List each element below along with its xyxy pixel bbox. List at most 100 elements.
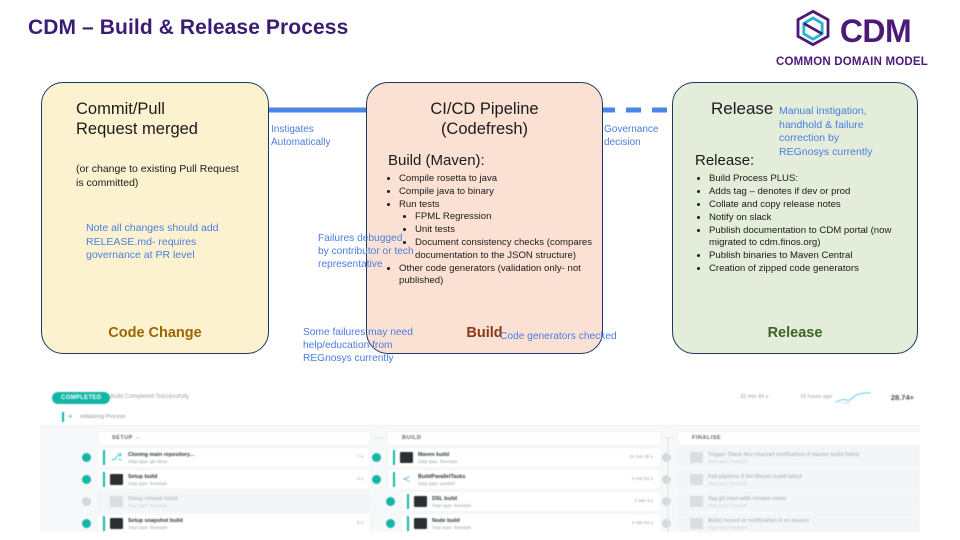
pipeline-step-type: Step type: freestyle — [708, 502, 748, 508]
pipeline-step-row[interactable]: Node build Step type: freestyle 4 min 52 s — [386, 514, 660, 532]
logo-wordmark: CDM — [839, 12, 912, 49]
pipeline-step-name: BuildParallelTasks — [418, 473, 466, 480]
pipeline-step-duration: 7 s — [356, 454, 363, 459]
step-accent-bar — [103, 516, 105, 531]
plus-icon: + — [68, 412, 73, 421]
pipeline-column-header: FINALISE — [678, 432, 920, 445]
release-bullet: Publish documentation to CDM portal (now… — [709, 225, 921, 250]
initializing-row: + Initializing Process — [40, 409, 920, 426]
page-title: CDM – Build & Release Process — [28, 16, 349, 39]
release-bullet: Notify on slack — [709, 212, 921, 224]
release-bullet-list: Build Process PLUS:Adds tag – denotes if… — [695, 173, 921, 276]
process-box-code-change: Commit/Pull Request merged (or change to… — [41, 82, 269, 354]
pipeline-step-type: Step type: parallel — [418, 480, 455, 486]
step-skipped-icon — [662, 519, 671, 528]
build-bullet: Other code generators (validation only- … — [399, 263, 609, 288]
step-success-icon — [82, 519, 91, 528]
step-accent-bar — [103, 450, 105, 465]
pipeline-column-header: BUILD — [388, 432, 660, 445]
step-accent-bar — [103, 494, 105, 509]
step-accent-bar — [393, 472, 395, 487]
pipeline-step-type: Step type: git-clone — [128, 458, 168, 464]
pipeline-step-name: Tag git repo with release name — [708, 495, 787, 502]
step-accent-bar — [683, 516, 685, 531]
annotation-failures-debugged: Failures debugged by contributor or tech… — [318, 233, 414, 271]
release-note: Manual instigation, handhold & failure c… — [779, 105, 873, 158]
arrow1-label: Instigates Automatically — [271, 124, 331, 148]
build-sub-bullet: Unit tests — [415, 224, 609, 236]
pipeline-step-type: Step type: freestyle — [432, 524, 472, 530]
step-skipped-icon — [82, 497, 91, 506]
terminal-icon — [110, 474, 123, 485]
build-sub-bullet: FPML Regression — [415, 211, 609, 223]
step-accent-bar — [407, 516, 409, 531]
pipeline-step-duration: 4 min 52 s — [631, 520, 653, 525]
step-accent-bar — [103, 472, 105, 487]
terminal-icon — [690, 518, 703, 529]
pipeline-step-type: Step type: freestyle — [128, 502, 168, 508]
step-success-icon — [82, 453, 91, 462]
step-accent-bar — [407, 494, 409, 509]
pipeline-step-row[interactable]: ⎇ Cloning main repository... Step type: gi… — [82, 448, 370, 467]
terminal-icon — [414, 496, 427, 507]
pipeline-step-row[interactable]: Trigger Slack dev channel notification i… — [662, 448, 920, 467]
pipeline-metric: 28.74+ — [890, 393, 914, 402]
pipeline-step-type: Step type: freestyle — [708, 524, 748, 530]
pipeline-screenshot: COMPLETED Build Completed Successfully 3… — [40, 388, 920, 532]
code-change-footer-label: Code Change — [108, 325, 202, 341]
code-change-subtext: (or change to existing Pull Request is c… — [76, 163, 239, 189]
step-skipped-icon — [662, 475, 671, 484]
build-list-heading: Build (Maven): — [388, 152, 485, 169]
step-skipped-icon — [662, 453, 671, 462]
pipeline-step-duration: 20 min 30 s — [629, 454, 653, 459]
pipeline-step-duration: 2 min 3 s — [634, 498, 653, 503]
code-change-heading-line1: Commit/Pull — [76, 100, 165, 118]
pipeline-column-finalise: FINALISE Trigger Slack dev channel notifi… — [662, 432, 920, 532]
pipeline-step-type: Step type: freestyle — [708, 458, 748, 464]
step-success-icon — [372, 475, 381, 484]
pipeline-step-type: Step type: freestyle — [432, 502, 472, 508]
initializing-label: Initializing Process — [80, 414, 126, 420]
pipeline-topbar: COMPLETED Build Completed Successfully 3… — [40, 388, 920, 410]
pipeline-step-row[interactable]: Maven build Step type: freestyle 20 min 30… — [372, 448, 660, 467]
process-box-build: CI/CD Pipeline (Codefresh) Build (Maven)… — [366, 82, 603, 354]
terminal-icon — [690, 496, 703, 507]
terminal-icon — [690, 452, 703, 463]
release-bullet: Creation of zipped code generators — [709, 263, 921, 275]
pipeline-step-duration: 3 s — [356, 520, 363, 525]
pipeline-step-row[interactable]: Setup release build Step type: freestyle — [82, 492, 370, 511]
pipeline-step-type: Step type: freestyle — [128, 524, 168, 530]
step-accent-bar — [393, 450, 395, 465]
build-bullet-list: Compile rosetta to javaCompile java to b… — [385, 173, 609, 288]
pipeline-step-name: Setup build — [128, 473, 158, 480]
process-box-release: Release Manual instigation, handhold & f… — [672, 82, 918, 354]
pipeline-step-name: Cloning main repository... — [128, 451, 195, 458]
pipeline-step-row[interactable]: Tag git repo with release name Step type:… — [662, 492, 920, 511]
pipeline-step-row[interactable]: ≺ BuildParallelTasks Step type: parallel 4 … — [372, 470, 660, 489]
build-bullet: Compile rosetta to java — [399, 173, 609, 185]
release-bullet: Collate and copy release notes — [709, 199, 921, 211]
hexagon-cube-icon — [793, 8, 833, 53]
pipeline-step-name: Setup release build — [128, 495, 178, 502]
release-bullet: Adds tag – denotes if dev or prod — [709, 186, 921, 198]
pipeline-step-row[interactable]: Setup build Step type: freestyle 4 s — [82, 470, 370, 489]
build-heading-line2: (Codefresh) — [440, 120, 529, 138]
pipeline-step-row[interactable]: DSL build Step type: freestyle 2 min 3 s — [386, 492, 660, 511]
pipeline-timestamp: 19 hours ago — [800, 394, 833, 400]
code-change-heading-line2: Request merged — [76, 120, 198, 138]
step-success-icon — [386, 519, 395, 528]
arrow2-label: Governance decision — [604, 124, 659, 148]
pipeline-step-row[interactable]: Build record or notification if on maste… — [662, 514, 920, 532]
pipeline-step-type: Step type: freestyle — [128, 480, 168, 486]
build-sub-bullet: Document consistency checks (compares do… — [415, 237, 609, 262]
release-footer-label: Release — [767, 325, 823, 341]
pipeline-step-name: DSL build — [432, 495, 458, 502]
pipeline-step-name: Node build — [432, 517, 460, 524]
pipeline-step-type: Step type: freestyle — [418, 458, 458, 464]
step-success-icon — [386, 497, 395, 506]
pipeline-step-row[interactable]: Fail pipeline if the Maven build failed S… — [662, 470, 920, 489]
annotation-code-generators-checked: Code generators checked — [500, 331, 617, 342]
pipeline-step-row[interactable]: Setup snapshot build Step type: freestyle… — [82, 514, 370, 532]
cdm-logo: CDM COMMON DOMAIN MODEL — [762, 8, 942, 70]
status-badge: COMPLETED — [52, 392, 111, 404]
